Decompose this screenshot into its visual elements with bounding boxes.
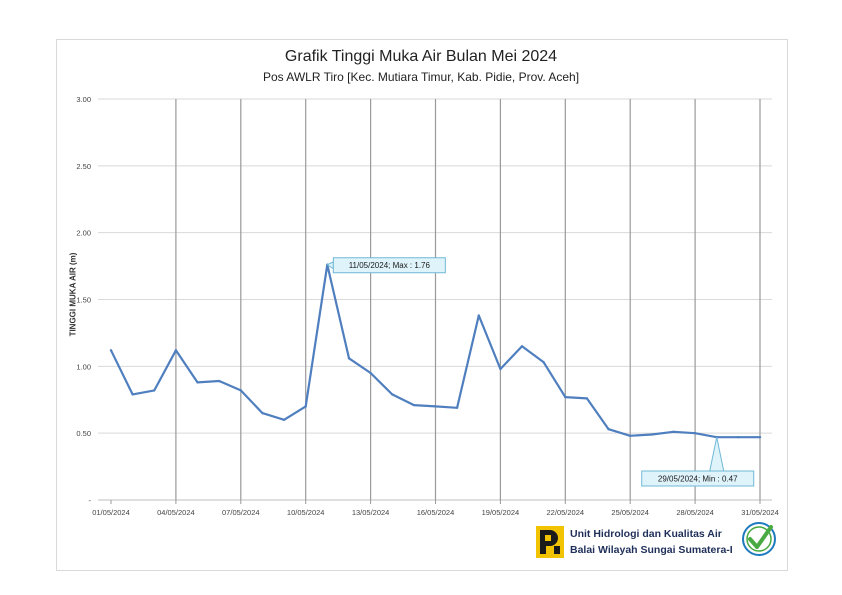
- x-tick-label: 22/05/2024: [547, 508, 585, 517]
- callout-pointer: [709, 437, 725, 472]
- x-tick-label: 31/05/2024: [741, 508, 779, 517]
- footer-line-2: Balai Wilayah Sungai Sumatera-I: [570, 544, 733, 556]
- callout-label: 11/05/2024; Max : 1.76: [349, 261, 431, 270]
- x-tick-label: 01/05/2024: [92, 508, 130, 517]
- y-tick-label: -: [89, 496, 92, 505]
- footer-line-1: Unit Hidrologi dan Kualitas Air: [570, 528, 722, 540]
- data-point: [737, 435, 740, 439]
- y-tick-label: 2.50: [76, 162, 91, 171]
- footer-org: Unit Hidrologi dan Kualitas Air Balai Wi…: [570, 526, 733, 558]
- chart-subtitle: Pos AWLR Tiro [Kec. Mutiara Timur, Kab. …: [262, 70, 580, 84]
- data-point: [239, 389, 242, 392]
- data-point: [672, 430, 675, 434]
- data-point: [629, 434, 632, 438]
- data-point: [455, 406, 459, 409]
- x-tick-label: 10/05/2024: [287, 508, 325, 517]
- y-tick-label: 1.00: [76, 362, 91, 371]
- data-point: [542, 361, 545, 364]
- data-point: [369, 371, 372, 375]
- x-tick-label: 19/05/2024: [482, 508, 520, 517]
- data-point: [434, 405, 437, 408]
- data-point: [304, 405, 307, 408]
- data-point: [391, 393, 394, 396]
- data-point: [153, 389, 156, 392]
- pupr-logo-icon: [536, 526, 564, 558]
- data-point: [109, 349, 113, 352]
- data-point: [477, 314, 480, 317]
- x-tick-label: 04/05/2024: [157, 508, 195, 517]
- data-point: [282, 418, 286, 421]
- y-tick-label: 3.00: [76, 95, 91, 104]
- x-tick-label: 25/05/2024: [611, 508, 649, 517]
- data-point: [499, 367, 502, 371]
- data-point: [607, 427, 610, 431]
- x-tick-label: 13/05/2024: [352, 508, 390, 517]
- callout-box: [641, 470, 755, 487]
- certification-badge-icon: [742, 522, 776, 556]
- y-tick-label: 2.00: [76, 229, 91, 238]
- chart-title: Grafik Tinggi Muka Air Bulan Mei 2024: [284, 48, 558, 65]
- data-point: [217, 379, 221, 383]
- data-point: [585, 397, 589, 400]
- y-tick-label: 0.50: [76, 429, 91, 438]
- data-point: [174, 349, 178, 352]
- data-point: [131, 393, 134, 396]
- data-point: [261, 411, 264, 415]
- x-tick-label: 07/05/2024: [222, 508, 260, 517]
- y-tick-label: 1.50: [76, 296, 91, 305]
- callout-box: [332, 257, 446, 274]
- x-tick-label: 16/05/2024: [417, 508, 455, 517]
- x-tick-label: 28/05/2024: [676, 508, 714, 517]
- data-point: [520, 345, 524, 348]
- data-point: [693, 431, 697, 435]
- data-point: [196, 381, 199, 384]
- data-point: [564, 395, 567, 399]
- data-point: [650, 433, 654, 436]
- data-point: [347, 357, 351, 360]
- data-point: [758, 435, 762, 439]
- data-point: [412, 403, 416, 407]
- callout-label: 29/05/2024; Min : 0.47: [658, 475, 738, 484]
